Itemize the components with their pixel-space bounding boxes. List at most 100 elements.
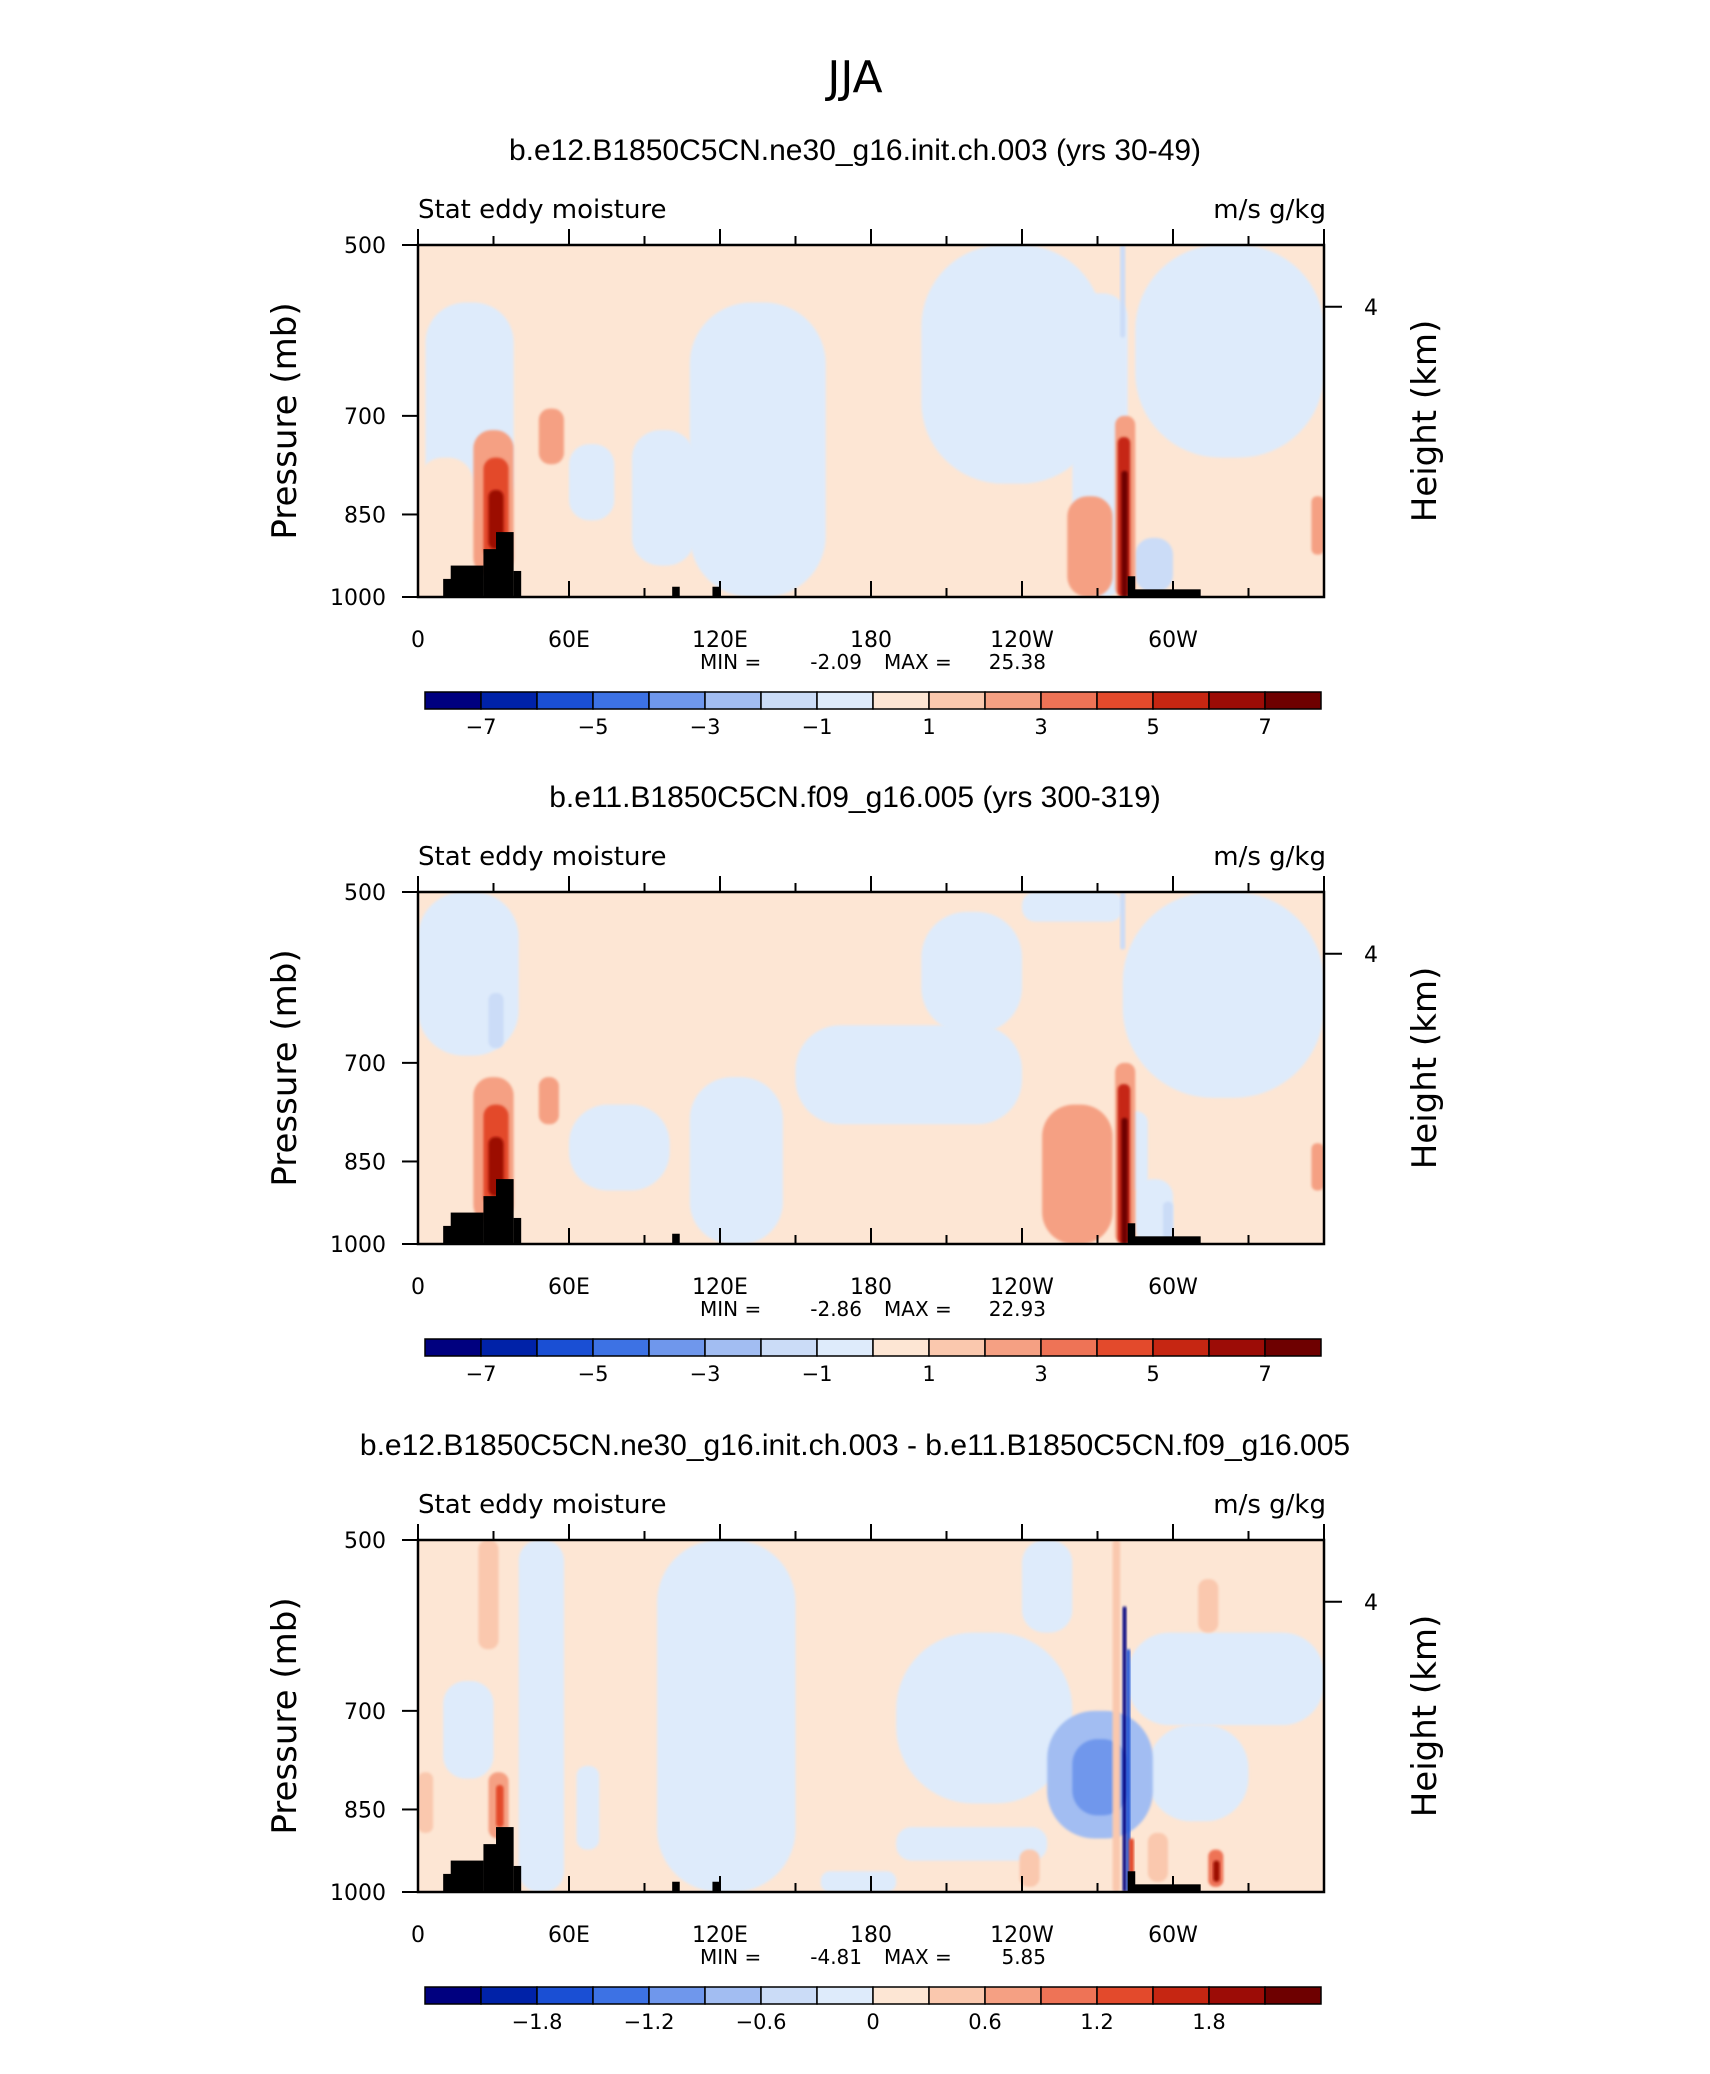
max-value: 22.93: [989, 1297, 1046, 1321]
contour-region: [1162, 1201, 1173, 1239]
colorbar-box: [1152, 1338, 1210, 1357]
contour-region: [1022, 1540, 1073, 1633]
colorbar-tick-label: 3: [1034, 715, 1047, 739]
x-tick-label: 60W: [1148, 1923, 1198, 1948]
contour-region: [1213, 1860, 1220, 1882]
chart-panel-3: b.e12.B1850C5CN.ne30_g16.init.ch.003 - b…: [265, 1429, 1445, 2034]
topography-block: [450, 1860, 484, 1892]
contour-region: [1120, 245, 1126, 338]
topography-block: [672, 586, 680, 597]
right-label: m/s g/kg: [1213, 195, 1326, 225]
colorbar-box: [1040, 1986, 1098, 2005]
contour-region: [418, 457, 474, 597]
colorbar-box: [872, 1986, 930, 2005]
colorbar-box: [1264, 1986, 1322, 2005]
colorbar-box: [1096, 1338, 1154, 1357]
colorbar-box: [1208, 691, 1266, 710]
min-value: -4.81: [810, 1945, 862, 1969]
max-label: MAX =: [884, 1297, 952, 1321]
contour-region: [538, 408, 564, 465]
contour-region: [518, 1540, 564, 1892]
topography-block: [483, 1844, 499, 1892]
y-axis-title: Pressure (mb): [265, 949, 305, 1186]
colorbar-box: [480, 691, 538, 710]
colorbar-box: [536, 1986, 594, 2005]
colorbar-box: [928, 691, 986, 710]
colorbar-box: [536, 691, 594, 710]
contour-region: [1067, 496, 1113, 597]
contour-region: [1135, 537, 1173, 592]
colorbar-box: [704, 1338, 762, 1357]
contour-region: [1112, 1540, 1121, 1892]
colorbar-tick-label: 7: [1258, 715, 1271, 739]
y2-axis-title: Height (km): [1405, 320, 1445, 523]
colorbar-tick-label: −7: [466, 715, 497, 739]
left-label: Stat eddy moisture: [418, 1490, 667, 1520]
colorbar-box: [592, 691, 650, 710]
contour-region: [1127, 1632, 1324, 1726]
min-label: MIN =: [700, 650, 761, 674]
y-tick-label: 1000: [330, 586, 386, 611]
topography-block: [496, 532, 514, 597]
contour-region: [896, 1827, 1048, 1861]
colorbar-tick-label: 5: [1146, 1362, 1159, 1386]
colorbar-tick-label: 3: [1034, 1362, 1047, 1386]
colorbar-tick-label: 0.6: [968, 2010, 1001, 2034]
panel-title: b.e12.B1850C5CN.ne30_g16.init.ch.003 (yr…: [509, 134, 1201, 167]
contour-region: [1121, 1117, 1128, 1244]
contour-region: [1122, 892, 1324, 1098]
contour-region: [538, 1077, 559, 1125]
contour-region: [657, 1540, 796, 1892]
colorbar-box: [816, 1986, 874, 2005]
colorbar-box: [424, 1338, 482, 1357]
colorbar-tick-label: 5: [1146, 715, 1159, 739]
colorbar-box: [1264, 691, 1322, 710]
contour-region: [488, 992, 504, 1049]
topography-block: [496, 1179, 514, 1244]
colorbar-box: [928, 1986, 986, 2005]
max-label: MAX =: [884, 650, 952, 674]
y2-tick-label: 4: [1364, 943, 1378, 968]
chart-panel-1: b.e12.B1850C5CN.ne30_g16.init.ch.003 (yr…: [265, 134, 1445, 739]
topography-block: [1127, 576, 1136, 597]
colorbar-box: [984, 691, 1042, 710]
colorbar-box: [480, 1986, 538, 2005]
colorbar-box: [1208, 1986, 1266, 2005]
y-tick-label: 850: [344, 1150, 386, 1175]
x-tick-label: 120W: [990, 628, 1054, 653]
colorbar-box: [424, 1986, 482, 2005]
y-tick-label: 500: [344, 234, 386, 259]
topography-block: [443, 578, 454, 597]
colorbar-tick-label: −1: [802, 715, 833, 739]
contour-region: [1135, 245, 1324, 458]
colorbar-box: [1040, 691, 1098, 710]
colorbar-box: [648, 1338, 706, 1357]
panel-title: b.e11.B1850C5CN.f09_g16.005 (yrs 300-319…: [549, 781, 1161, 814]
colorbar-box: [760, 1338, 818, 1357]
topography-block: [513, 1217, 522, 1244]
contour-region: [631, 430, 695, 566]
contour-region: [478, 1540, 499, 1650]
colorbar-box: [1264, 1338, 1322, 1357]
y-tick-label: 700: [344, 405, 386, 430]
topography-block: [672, 1881, 680, 1892]
contour-region: [1198, 1579, 1219, 1633]
colorbar-tick-label: −5: [578, 1362, 609, 1386]
plot-area: [418, 892, 1324, 1244]
y-tick-label: 500: [344, 881, 386, 906]
contour-region: [443, 1680, 494, 1779]
colorbar-tick-label: 1.8: [1192, 2010, 1225, 2034]
max-label: MAX =: [884, 1945, 952, 1969]
right-label: m/s g/kg: [1213, 842, 1326, 872]
colorbar-box: [816, 1338, 874, 1357]
topography-block: [712, 1881, 720, 1892]
x-tick-label: 60E: [548, 1275, 590, 1300]
y-axis-title: Pressure (mb): [265, 302, 305, 539]
contour-region: [569, 1104, 670, 1191]
x-tick-label: 0: [411, 1923, 425, 1948]
colorbar-tick-label: 7: [1258, 1362, 1271, 1386]
colorbar-box: [1040, 1338, 1098, 1357]
topography-block: [443, 1225, 454, 1244]
colorbar-box: [1208, 1338, 1266, 1357]
colorbar-box: [1152, 1986, 1210, 2005]
